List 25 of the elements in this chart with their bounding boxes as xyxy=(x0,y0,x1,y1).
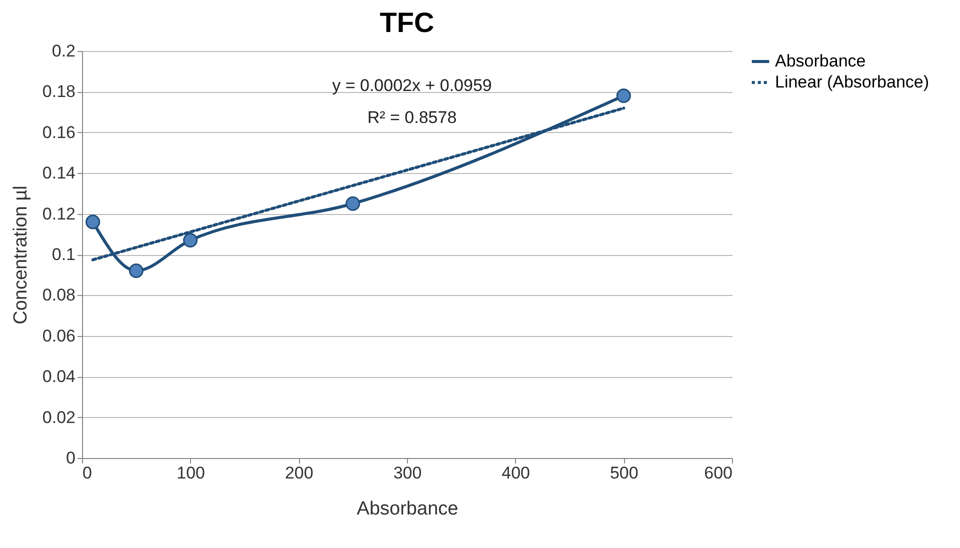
x-tick-label: 0 xyxy=(82,464,92,482)
annotation: y = 0.0002x + 0.0959 xyxy=(332,76,492,95)
x-tick-label: 200 xyxy=(284,464,314,482)
y-tick-label: 0.04 xyxy=(42,367,76,386)
y-axis-title: Concentration µl xyxy=(10,186,32,324)
y-tick-label: 0.16 xyxy=(42,122,76,142)
y-tick-label: 0.02 xyxy=(42,408,76,427)
x-tick-label: 600 xyxy=(704,464,732,482)
y-tick-label: 0.2 xyxy=(52,42,76,60)
x-tick-label: 100 xyxy=(176,464,206,482)
x-tick-label: 400 xyxy=(502,464,530,482)
x-axis-title: Absorbance xyxy=(356,498,458,520)
y-tick-label: 0.08 xyxy=(42,286,76,305)
y-tick-label: 0 xyxy=(66,448,76,468)
y-tick-label: 0.1 xyxy=(52,245,76,264)
y-tick-label: 0.14 xyxy=(42,164,76,183)
annotation: R² = 0.8578 xyxy=(367,108,457,127)
chart-title: TFC xyxy=(380,7,434,38)
x-tick-label: 300 xyxy=(393,464,422,482)
y-tick-label: 0.18 xyxy=(42,82,76,102)
y-tick-label: 0.06 xyxy=(42,326,76,346)
y-tick-label: 0.12 xyxy=(42,204,76,224)
x-tick-label: 500 xyxy=(610,464,638,482)
legend-label: Absorbance xyxy=(775,52,866,70)
legend-label: Linear (Absorbance) xyxy=(775,72,930,92)
